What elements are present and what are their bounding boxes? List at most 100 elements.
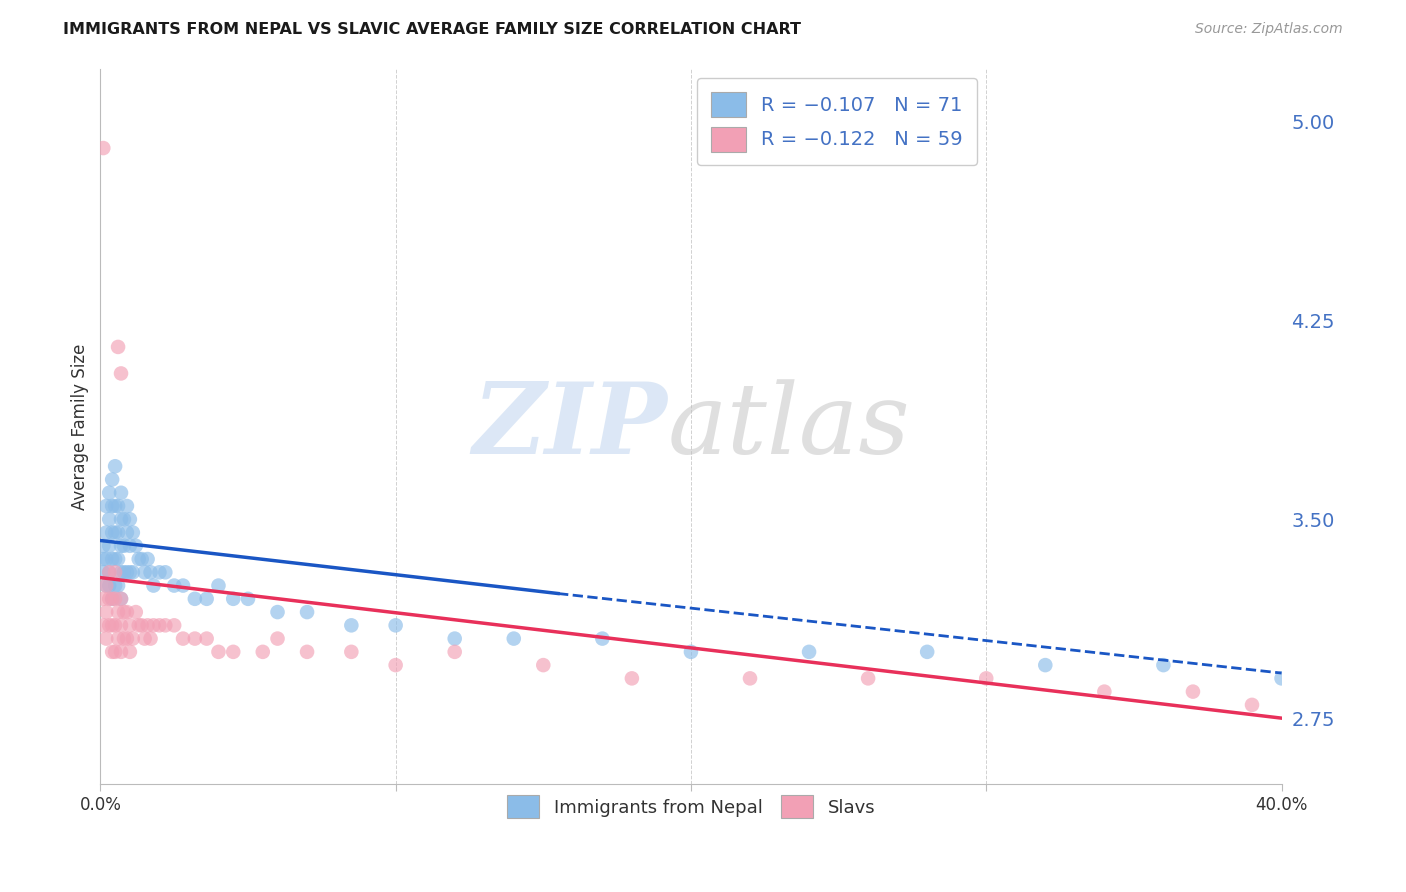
Point: [112, 539, 135, 553]
Point: [101, 618, 124, 632]
Point: [104, 459, 127, 474]
Point: [1152, 658, 1174, 673]
Legend: Immigrants from Nepal, Slavs: Immigrants from Nepal, Slavs: [499, 788, 883, 825]
Point: [797, 645, 820, 659]
Point: [101, 499, 124, 513]
Point: [91, 591, 114, 606]
Point: [110, 591, 132, 606]
Point: [96, 605, 118, 619]
Point: [139, 632, 162, 646]
Point: [118, 512, 141, 526]
Point: [207, 645, 229, 659]
Point: [110, 539, 132, 553]
Point: [679, 645, 702, 659]
Point: [142, 578, 165, 592]
Point: [531, 658, 554, 673]
Point: [104, 618, 127, 632]
Point: [98, 512, 121, 526]
Point: [139, 566, 162, 580]
Point: [96, 499, 118, 513]
Point: [98, 618, 121, 632]
Point: [148, 566, 170, 580]
Point: [148, 618, 170, 632]
Point: [104, 566, 127, 580]
Point: [101, 552, 124, 566]
Point: [443, 645, 465, 659]
Point: [96, 578, 118, 592]
Point: [110, 485, 132, 500]
Point: [98, 485, 121, 500]
Point: [142, 618, 165, 632]
Point: [101, 591, 124, 606]
Point: [104, 499, 127, 513]
Point: [96, 525, 118, 540]
Point: [163, 618, 186, 632]
Point: [974, 672, 997, 686]
Point: [131, 552, 153, 566]
Point: [443, 632, 465, 646]
Point: [107, 340, 129, 354]
Point: [236, 591, 259, 606]
Point: [155, 618, 177, 632]
Point: [104, 552, 127, 566]
Point: [121, 566, 143, 580]
Point: [107, 552, 129, 566]
Point: [115, 525, 138, 540]
Point: [195, 591, 218, 606]
Point: [115, 566, 138, 580]
Point: [266, 605, 288, 619]
Point: [128, 618, 150, 632]
Point: [91, 141, 114, 155]
Point: [96, 552, 118, 566]
Point: [101, 525, 124, 540]
Point: [252, 645, 274, 659]
Point: [104, 578, 127, 592]
Point: [118, 566, 141, 580]
Point: [915, 645, 938, 659]
Point: [98, 566, 121, 580]
Point: [128, 552, 150, 566]
Point: [295, 645, 318, 659]
Point: [107, 632, 129, 646]
Point: [107, 605, 129, 619]
Point: [107, 499, 129, 513]
Point: [207, 578, 229, 592]
Point: [118, 618, 141, 632]
Point: [110, 367, 132, 381]
Text: ZIP: ZIP: [472, 378, 668, 475]
Point: [110, 566, 132, 580]
Point: [1240, 698, 1263, 712]
Point: [101, 645, 124, 659]
Point: [98, 566, 121, 580]
Point: [101, 591, 124, 606]
Point: [104, 591, 127, 606]
Point: [115, 632, 138, 646]
Point: [112, 605, 135, 619]
Point: [98, 539, 121, 553]
Point: [738, 672, 761, 686]
Text: IMMIGRANTS FROM NEPAL VS SLAVIC AVERAGE FAMILY SIZE CORRELATION CHART: IMMIGRANTS FROM NEPAL VS SLAVIC AVERAGE …: [63, 22, 801, 37]
Point: [91, 539, 114, 553]
Point: [118, 539, 141, 553]
Point: [184, 591, 207, 606]
Point: [104, 645, 127, 659]
Point: [91, 552, 114, 566]
Point: [110, 618, 132, 632]
Point: [856, 672, 879, 686]
Point: [172, 632, 194, 646]
Text: atlas: atlas: [668, 379, 910, 475]
Point: [96, 578, 118, 592]
Point: [384, 658, 406, 673]
Y-axis label: Average Family Size: Average Family Size: [72, 343, 89, 509]
Point: [222, 645, 245, 659]
Point: [134, 632, 156, 646]
Point: [384, 618, 406, 632]
Point: [136, 618, 159, 632]
Point: [112, 632, 135, 646]
Point: [195, 632, 218, 646]
Point: [115, 605, 138, 619]
Point: [1092, 684, 1115, 698]
Point: [91, 566, 114, 580]
Point: [107, 578, 129, 592]
Point: [340, 618, 363, 632]
